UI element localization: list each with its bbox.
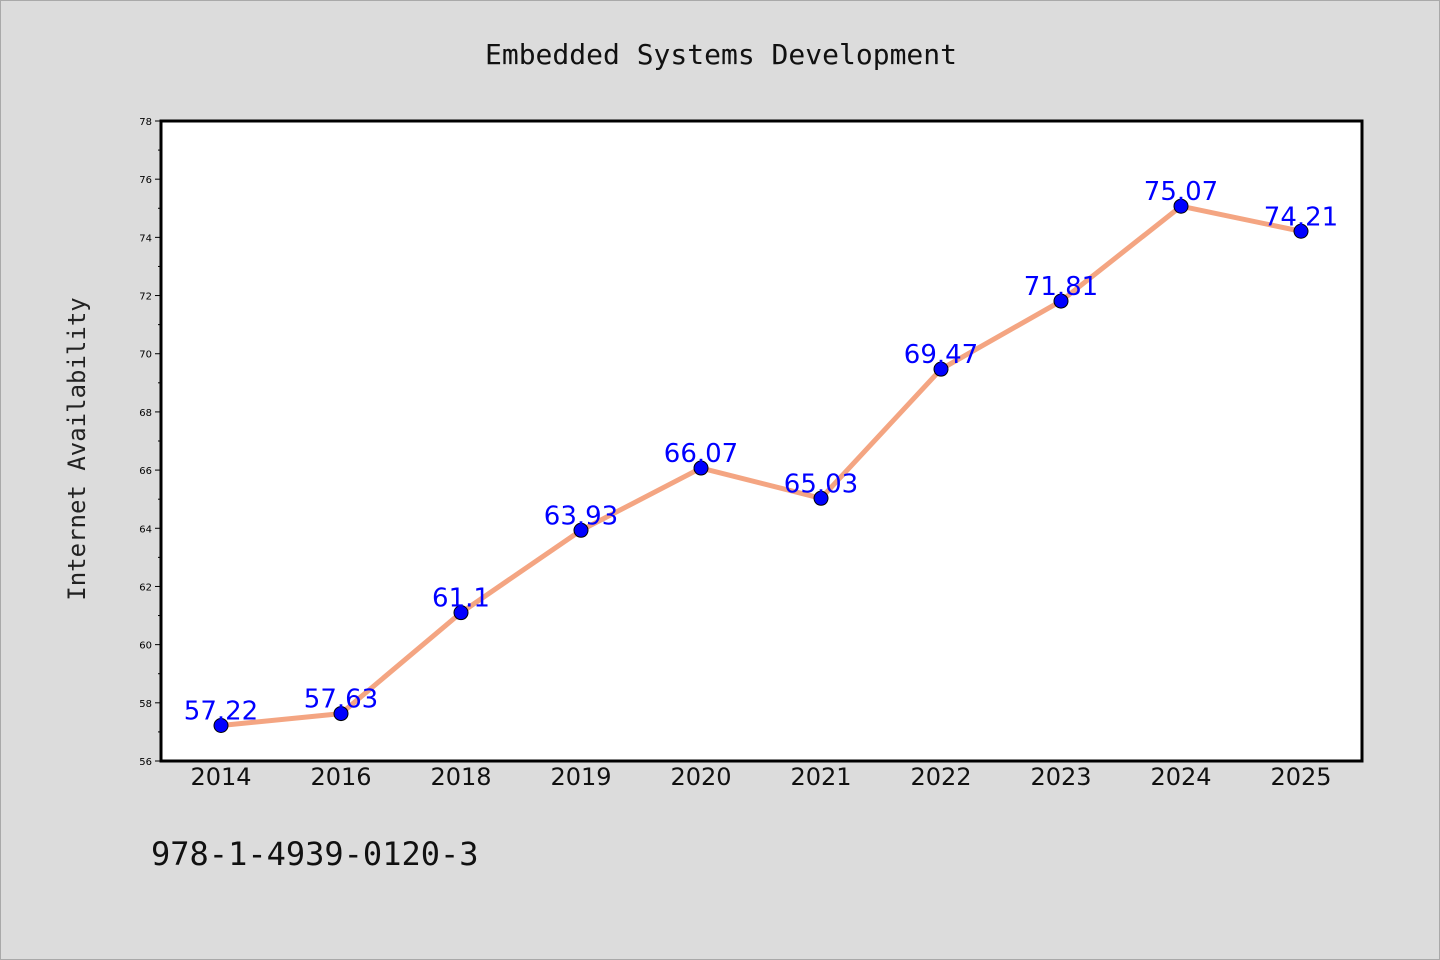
x-axis-ticks: 2014 2016 2018 2019 2020 2021 2022 2023 2024 2025 — [190, 763, 1331, 791]
x-tick-label: 2024 — [1150, 763, 1211, 791]
y-axis-ticks: 56 58 60 62 64 66 68 70 72 74 76 78 — [139, 117, 161, 768]
data-point — [813, 490, 829, 506]
data-label: 71.81 — [1024, 272, 1098, 302]
data-point — [453, 605, 469, 621]
data-label: 65.03 — [784, 469, 858, 499]
data-label: 69.47 — [904, 340, 978, 370]
data-point — [1293, 223, 1309, 239]
data-point — [693, 460, 709, 476]
y-tick-label: 58 — [139, 699, 152, 710]
data-label: 74.21 — [1264, 202, 1338, 232]
data-label: 57.63 — [304, 685, 378, 715]
y-tick-label: 72 — [139, 292, 152, 303]
x-tick-label: 2023 — [1030, 763, 1091, 791]
y-tick-label: 66 — [139, 466, 152, 477]
data-point — [933, 361, 949, 377]
data-label: 75.07 — [1144, 177, 1218, 207]
y-tick-label: 76 — [139, 175, 152, 186]
series-line — [218, 203, 1304, 729]
y-tick-label: 74 — [139, 233, 152, 244]
x-tick-label: 2022 — [910, 763, 971, 791]
x-tick-label: 2016 — [310, 763, 371, 791]
y-tick-label: 60 — [139, 641, 152, 652]
data-point — [1173, 198, 1189, 214]
x-tick-label: 2014 — [190, 763, 251, 791]
x-tick-label: 2025 — [1270, 763, 1331, 791]
y-axis-label: Internet Availability — [63, 297, 91, 600]
chart-title: Embedded Systems Development — [485, 38, 957, 71]
y-tick-label: 68 — [139, 408, 152, 419]
data-point — [333, 706, 349, 722]
x-tick-label: 2020 — [670, 763, 731, 791]
x-tick-label: 2018 — [430, 763, 491, 791]
y-tick-label: 56 — [139, 757, 152, 768]
x-tick-label: 2019 — [550, 763, 611, 791]
data-point — [213, 718, 229, 734]
series-layer: 57.22 57.63 61.1 63.93 66.07 65.03 69.47 71.81 7… — [184, 177, 1338, 734]
data-point — [1053, 293, 1069, 309]
data-label: 66.07 — [664, 439, 738, 469]
y-tick-label: 64 — [139, 524, 152, 535]
isbn-text: 978-1-4939-0120-3 — [151, 835, 479, 873]
y-tick-label: 62 — [139, 582, 152, 593]
data-label: 57.22 — [184, 697, 258, 727]
y-tick-label: 70 — [139, 350, 152, 361]
x-tick-label: 2021 — [790, 763, 851, 791]
data-label: 61.1 — [432, 584, 490, 614]
data-label: 63.93 — [544, 501, 618, 531]
y-tick-label: 78 — [139, 117, 152, 128]
data-point — [573, 522, 589, 538]
plot-area — [159, 119, 1364, 763]
